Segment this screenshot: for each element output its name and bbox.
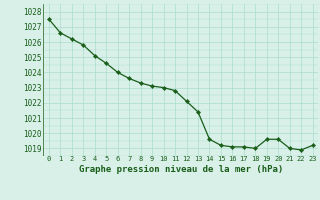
X-axis label: Graphe pression niveau de la mer (hPa): Graphe pression niveau de la mer (hPa) [79,165,283,174]
